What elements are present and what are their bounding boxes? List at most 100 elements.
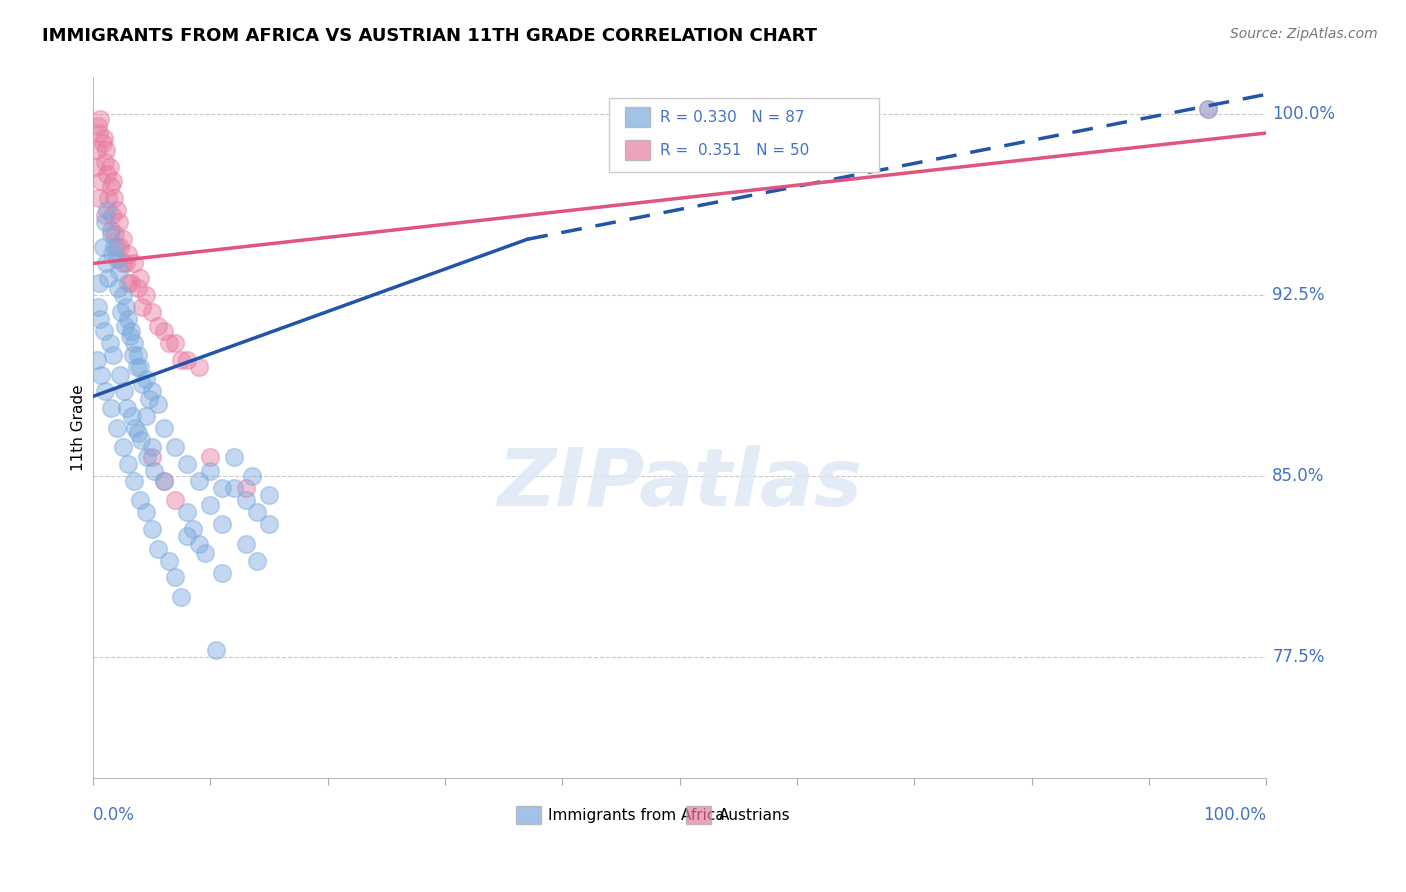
Point <box>141 522 163 536</box>
Point <box>170 590 193 604</box>
Point <box>211 481 233 495</box>
FancyBboxPatch shape <box>609 98 879 172</box>
Point <box>127 425 149 440</box>
Point <box>90 368 112 382</box>
Point <box>111 440 134 454</box>
Point <box>127 348 149 362</box>
Point <box>93 131 115 145</box>
Point <box>176 529 198 543</box>
Point <box>135 288 157 302</box>
Point <box>122 256 145 270</box>
Point <box>105 252 128 266</box>
Point <box>141 305 163 319</box>
Point <box>94 384 117 399</box>
Point <box>100 227 122 242</box>
Text: IMMIGRANTS FROM AFRICA VS AUSTRIAN 11TH GRADE CORRELATION CHART: IMMIGRANTS FROM AFRICA VS AUSTRIAN 11TH … <box>42 27 817 45</box>
Point <box>96 203 118 218</box>
Point <box>89 112 111 126</box>
Point <box>194 546 217 560</box>
Point <box>138 392 160 406</box>
Point <box>96 167 118 181</box>
Point <box>187 537 209 551</box>
Point <box>205 643 228 657</box>
Point <box>125 360 148 375</box>
Point <box>235 481 257 495</box>
Point <box>240 469 263 483</box>
Point <box>115 256 138 270</box>
Point <box>105 239 128 253</box>
Text: Austrians: Austrians <box>718 807 790 822</box>
Point <box>152 474 174 488</box>
Point <box>112 384 135 399</box>
Point <box>86 353 108 368</box>
Text: R =  0.351   N = 50: R = 0.351 N = 50 <box>659 143 808 158</box>
Point <box>90 174 112 188</box>
Point <box>87 276 110 290</box>
Point <box>101 208 124 222</box>
Point <box>152 474 174 488</box>
Bar <box>516 806 541 823</box>
Point <box>246 505 269 519</box>
Point <box>97 191 120 205</box>
Bar <box>686 806 711 823</box>
Point <box>131 300 153 314</box>
Point <box>141 384 163 399</box>
Point <box>87 119 110 133</box>
Point <box>89 312 111 326</box>
Text: R = 0.330   N = 87: R = 0.330 N = 87 <box>659 110 804 125</box>
Point <box>103 239 125 253</box>
Point <box>84 160 107 174</box>
Point <box>129 493 152 508</box>
Text: 100.0%: 100.0% <box>1272 104 1336 123</box>
Point <box>93 324 115 338</box>
Point <box>91 136 114 150</box>
Point <box>108 215 131 229</box>
Point <box>165 570 187 584</box>
Point <box>159 553 181 567</box>
Point <box>108 368 131 382</box>
Point <box>94 208 117 222</box>
Point <box>165 336 187 351</box>
Point <box>170 353 193 368</box>
Point <box>100 179 122 194</box>
Point <box>127 280 149 294</box>
Point <box>120 324 142 338</box>
Point <box>165 493 187 508</box>
Point <box>176 505 198 519</box>
Text: 85.0%: 85.0% <box>1272 467 1324 485</box>
Point <box>120 276 142 290</box>
Point <box>135 409 157 423</box>
Text: ZIPatlas: ZIPatlas <box>498 445 862 523</box>
Point <box>246 553 269 567</box>
Point <box>117 247 139 261</box>
Point <box>118 329 141 343</box>
Point <box>94 155 117 169</box>
Text: 92.5%: 92.5% <box>1272 285 1324 304</box>
Text: 77.5%: 77.5% <box>1272 648 1324 666</box>
Point <box>257 488 280 502</box>
Point <box>222 450 245 464</box>
Point <box>108 263 131 277</box>
Point <box>94 215 117 229</box>
Point <box>146 396 169 410</box>
Point <box>146 319 169 334</box>
Text: 100.0%: 100.0% <box>1204 806 1267 824</box>
Point <box>111 232 134 246</box>
Point <box>108 239 131 253</box>
Point <box>104 227 127 242</box>
Point <box>187 474 209 488</box>
Point <box>115 401 138 416</box>
Bar <box>624 107 651 127</box>
Point <box>141 440 163 454</box>
Point <box>200 450 222 464</box>
Point <box>117 276 139 290</box>
Point <box>1197 102 1219 116</box>
Point <box>94 143 117 157</box>
Bar <box>624 141 651 160</box>
Point <box>141 450 163 464</box>
Point <box>121 409 143 423</box>
Point <box>129 271 152 285</box>
Point <box>87 191 110 205</box>
Point <box>117 312 139 326</box>
Point <box>101 247 124 261</box>
